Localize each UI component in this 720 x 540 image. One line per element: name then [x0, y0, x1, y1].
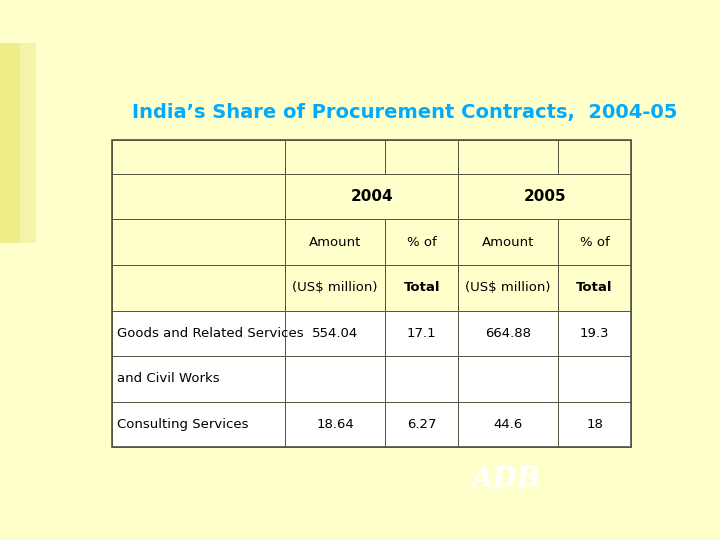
Bar	[558, 402, 631, 447]
Bar	[112, 310, 285, 356]
Text: ADB: ADB	[471, 465, 541, 492]
Bar	[558, 219, 631, 265]
Text: 18: 18	[586, 418, 603, 431]
Text: (US$ million): (US$ million)	[465, 281, 551, 294]
Text: 44.6: 44.6	[493, 418, 523, 431]
Bar	[385, 310, 458, 356]
Text: Total: Total	[577, 281, 613, 294]
Bar	[458, 402, 558, 447]
Bar	[285, 402, 385, 447]
Bar	[285, 265, 385, 310]
Bar	[385, 356, 458, 402]
Bar	[285, 174, 458, 219]
Bar	[458, 310, 558, 356]
Text: 19.3: 19.3	[580, 327, 609, 340]
Bar	[558, 265, 631, 310]
Bar	[458, 356, 558, 402]
Bar	[112, 219, 285, 265]
Bar	[558, 310, 631, 356]
Text: Consulting Services: Consulting Services	[117, 418, 248, 431]
Text: Amount: Amount	[482, 235, 534, 249]
Bar	[112, 265, 285, 310]
Bar	[458, 140, 558, 174]
Text: 2005: 2005	[523, 189, 566, 204]
Bar	[458, 174, 631, 219]
Text: 554.04: 554.04	[312, 327, 359, 340]
Bar	[458, 265, 558, 310]
Text: 664.88: 664.88	[485, 327, 531, 340]
Bar	[558, 140, 631, 174]
Bar	[385, 140, 458, 174]
Text: 2004: 2004	[351, 189, 393, 204]
Text: India’s Share of Procurement Contracts,  2004-05: India’s Share of Procurement Contracts, …	[132, 103, 678, 122]
Bar	[112, 140, 631, 447]
Bar	[285, 219, 385, 265]
Bar	[285, 310, 385, 356]
Bar	[385, 265, 458, 310]
Text: Total: Total	[403, 281, 440, 294]
Bar	[285, 356, 385, 402]
Text: Amount: Amount	[309, 235, 361, 249]
Text: 18.64: 18.64	[316, 418, 354, 431]
Text: 17.1: 17.1	[407, 327, 436, 340]
Text: % of: % of	[580, 235, 610, 249]
Text: % of: % of	[407, 235, 436, 249]
Text: 6.27: 6.27	[407, 418, 436, 431]
Bar	[112, 174, 285, 219]
Bar	[558, 356, 631, 402]
Bar	[385, 402, 458, 447]
Bar	[112, 402, 285, 447]
Bar	[112, 140, 285, 174]
Bar	[385, 219, 458, 265]
Bar	[285, 140, 385, 174]
Bar	[458, 219, 558, 265]
Text: and Civil Works: and Civil Works	[117, 373, 220, 386]
Bar	[112, 356, 285, 402]
Text: Goods and Related Services: Goods and Related Services	[117, 327, 303, 340]
Text: (US$ million): (US$ million)	[292, 281, 378, 294]
